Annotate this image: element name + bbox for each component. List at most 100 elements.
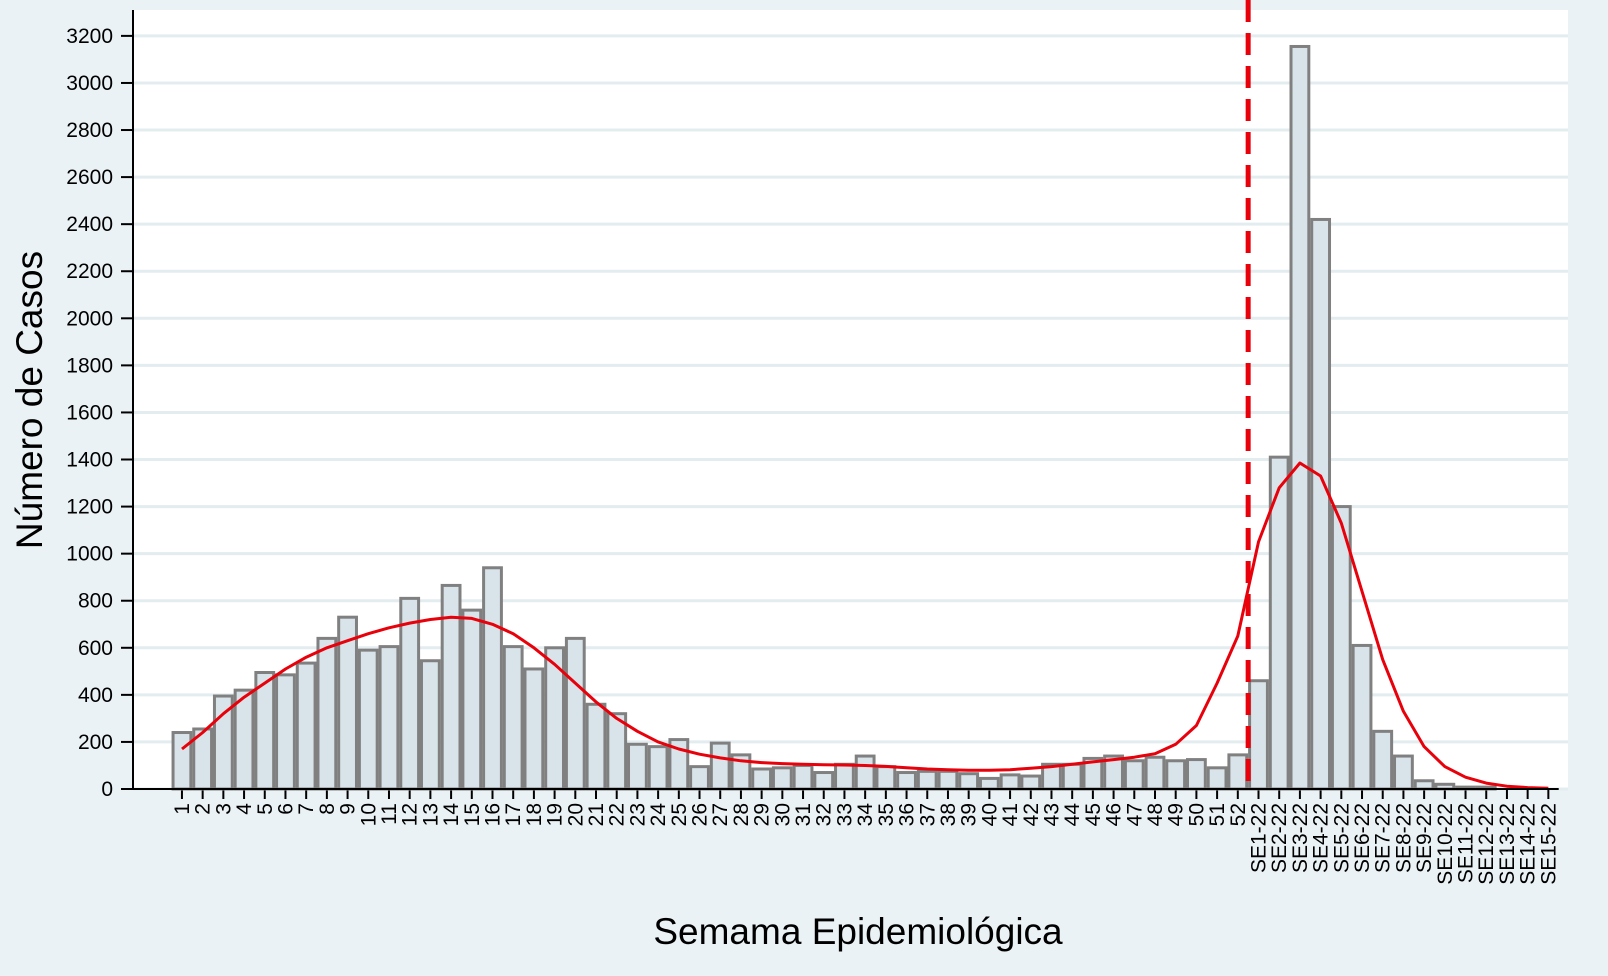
x-tick-label: 26 [689,803,712,826]
x-tick-label: SE3-22 [1289,803,1312,873]
bar [751,767,773,791]
x-tick-label: SE10-22 [1434,803,1457,885]
y-tick-label: 200 [78,731,113,754]
bar [295,661,317,791]
x-tick-label: SE12-22 [1475,803,1498,885]
y-tick-label: 2000 [66,307,113,330]
x-tick-label: SE9-22 [1413,803,1436,873]
bar [254,671,276,791]
x-tick-label: 5 [254,803,277,815]
y-tick-label: 2600 [66,166,113,189]
y-tick-label: 2200 [66,260,113,283]
bar [1351,643,1373,791]
x-tick-label: 9 [337,803,360,815]
bar [771,766,793,791]
x-tick-label: 19 [544,803,567,826]
x-tick-label: SE13-22 [1496,803,1519,885]
y-tick-label: 3000 [66,72,113,95]
bar [896,771,917,791]
bar [1413,779,1435,791]
bar [647,745,669,791]
y-tick-label: 2400 [66,213,113,236]
bar [1020,774,1042,791]
x-tick-label: 46 [1103,803,1126,826]
bar [937,769,959,791]
y-tick-label: 600 [78,637,113,660]
x-tick-label: 13 [419,803,442,826]
bar [689,765,710,791]
x-tick-label: 47 [1123,803,1146,826]
y-tick-label: 2800 [66,119,113,142]
bar [978,776,1000,791]
bar [1144,755,1166,791]
x-tick-label: 35 [875,803,898,826]
bar [854,754,876,791]
x-tick-label: 4 [233,803,256,815]
x-tick-label: 3 [212,803,235,815]
x-tick-label: SE11-22 [1455,803,1478,883]
bar [813,771,835,791]
bar [378,645,400,791]
bar [564,636,586,791]
bar [1185,758,1207,791]
x-tick-label: 33 [833,803,856,826]
x-tick-label: 22 [606,803,629,826]
x-tick-label: SE15-22 [1537,803,1560,885]
x-tick-label: SE8-22 [1392,803,1415,873]
x-tick-label: 32 [813,803,836,826]
bar [502,645,524,791]
x-tick-label: SE4-22 [1310,803,1333,873]
bar [1061,762,1083,791]
x-tick-label: 44 [1061,803,1084,827]
bar [916,769,938,791]
x-tick-label: 50 [1185,803,1208,826]
bar [999,773,1021,791]
bar [316,636,338,791]
trend-line [181,461,1549,790]
bar [275,673,296,791]
bar [958,772,980,791]
y-tick-label: 1200 [66,496,113,519]
bar [1393,754,1414,791]
x-tick-label: 48 [1144,803,1167,826]
bar [1123,759,1145,791]
x-tick-label: 12 [399,803,422,826]
bar [482,566,503,791]
x-tick-label: 10 [357,803,380,826]
bar [585,702,607,791]
x-tick-label: 38 [937,803,960,826]
y-tick-label: 1600 [66,401,113,424]
x-tick-label: 1 [171,803,194,815]
x-tick-label: SE2-22 [1268,803,1291,873]
x-axis-title: Semama Epidemiológica [653,911,1063,952]
x-tick-label: 31 [792,803,815,826]
bar [461,608,483,791]
y-tick-label: 1400 [66,449,113,472]
x-tick-label: 6 [274,803,297,815]
x-tick-label: 52 [1227,803,1250,826]
x-tick-label: 17 [502,803,525,826]
bar [523,667,545,791]
x-tick-label: 24 [647,803,670,827]
y-tick-label: 1000 [66,543,113,566]
x-tick-label: 11 [378,803,401,825]
x-tick-label: 41 [999,803,1022,826]
x-tick-label: SE6-22 [1351,803,1374,873]
y-tick-label: 400 [78,684,113,707]
bar [1310,217,1332,791]
x-tick-label: 2 [192,803,215,815]
x-tick-label: SE7-22 [1372,803,1395,873]
x-tick-label: 25 [668,803,691,826]
bar [627,742,648,791]
bar [1289,44,1311,791]
bar [1206,766,1228,791]
x-tick-label: 16 [481,803,504,826]
x-tick-label: 45 [1082,803,1105,826]
x-tick-label: 37 [916,803,939,826]
x-tick-label: 21 [585,803,608,826]
y-tick-label: 0 [101,778,113,801]
x-tick-label: 36 [896,803,919,826]
bar [1227,753,1249,791]
